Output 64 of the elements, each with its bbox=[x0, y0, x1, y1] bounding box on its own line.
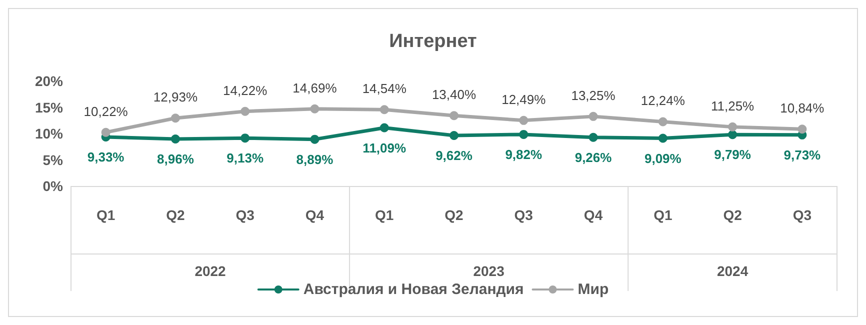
point bbox=[798, 124, 807, 134]
point bbox=[380, 123, 389, 132]
data-label: 9,62% bbox=[436, 148, 473, 163]
data-label: 14,22% bbox=[223, 82, 268, 98]
data-label: 8,89% bbox=[296, 152, 334, 167]
text: 2022 bbox=[194, 263, 226, 279]
data-label: 9,13% bbox=[226, 150, 264, 166]
data-label: 11,25% bbox=[710, 98, 755, 114]
point bbox=[450, 111, 458, 120]
point bbox=[588, 112, 598, 121]
data-label: 9,26% bbox=[574, 150, 612, 165]
data-label: 12,24% bbox=[640, 93, 686, 108]
x-tick-label: Q2 bbox=[723, 207, 742, 223]
x-tick-label: Q3 bbox=[236, 207, 255, 223]
data-label: 9,09% bbox=[644, 150, 682, 166]
data-label: 12,49% bbox=[502, 92, 546, 107]
data-label: 13,25% bbox=[571, 88, 616, 103]
point bbox=[588, 132, 598, 142]
y-tick-label: 0% bbox=[42, 178, 64, 194]
data-label: 11,09% bbox=[362, 140, 406, 156]
legend-label: Мир bbox=[578, 281, 609, 298]
data-label: 8,96% bbox=[157, 151, 194, 166]
x-tick-label: Q1 bbox=[375, 207, 394, 223]
data-label: 14,54% bbox=[362, 81, 407, 96]
data-label: 9,82% bbox=[505, 146, 542, 162]
point bbox=[658, 117, 668, 126]
x-tick-label: Q1 bbox=[96, 207, 116, 223]
y-tick-label: 5% bbox=[42, 152, 64, 168]
point bbox=[380, 105, 389, 114]
point bbox=[519, 116, 528, 125]
legend-label: Австралия и Новая Зеландия bbox=[303, 281, 524, 298]
x-tick-label: Q2 bbox=[444, 207, 464, 223]
data-label: 13,40% bbox=[432, 87, 476, 102]
point bbox=[450, 130, 458, 140]
x-tick-label: Q4 bbox=[584, 207, 603, 223]
x-tick-label: Q3 bbox=[792, 207, 812, 223]
data-label: 9,79% bbox=[714, 147, 752, 162]
data-label: 14,69% bbox=[292, 80, 338, 96]
x-tick-label: Q4 bbox=[305, 207, 324, 223]
point bbox=[728, 122, 738, 132]
chart-title: Интернет bbox=[389, 31, 477, 52]
x-tick-label: Q2 bbox=[166, 207, 185, 223]
data-label: 10,22% bbox=[84, 104, 128, 119]
data-label: 12,93% bbox=[153, 90, 198, 105]
x-tick-label: Q3 bbox=[514, 207, 534, 223]
point bbox=[310, 134, 320, 144]
point bbox=[240, 134, 250, 143]
data-label: 9,73% bbox=[784, 147, 822, 162]
point bbox=[310, 104, 320, 114]
data-label: 9,33% bbox=[87, 150, 125, 165]
point bbox=[658, 134, 668, 143]
point bbox=[240, 106, 250, 116]
y-tick-label: 10% bbox=[34, 126, 64, 142]
text: 2023 bbox=[473, 263, 505, 279]
point bbox=[170, 114, 180, 123]
text: 2024 bbox=[716, 263, 748, 279]
y-tick-label: 20% bbox=[34, 73, 64, 89]
point bbox=[519, 130, 528, 139]
point bbox=[728, 130, 738, 140]
x-tick-label: Q1 bbox=[654, 207, 672, 223]
y-tick-label: 15% bbox=[34, 99, 64, 116]
point bbox=[101, 128, 110, 137]
data-label: 10,84% bbox=[780, 100, 825, 116]
point bbox=[170, 134, 180, 144]
